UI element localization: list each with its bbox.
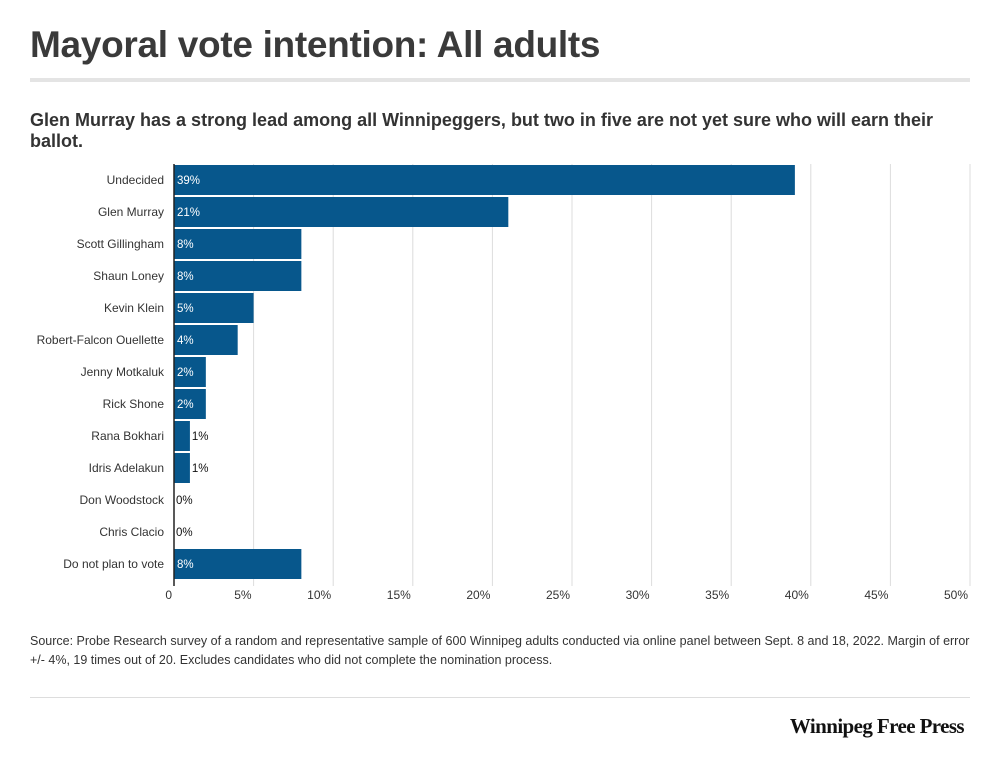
- value-label: 8%: [177, 239, 194, 251]
- x-tick-label: 25%: [546, 588, 570, 602]
- category-label: Scott Gillingham: [77, 237, 164, 251]
- value-label: 2%: [177, 367, 194, 379]
- bars: [174, 165, 795, 579]
- category-label: Robert-Falcon Ouellette: [37, 333, 165, 347]
- x-tick-label: 20%: [466, 588, 490, 602]
- title-divider: [30, 78, 970, 82]
- source-note: Source: Probe Research survey of a rando…: [30, 634, 970, 667]
- bar: [174, 453, 190, 483]
- category-label: Rana Bokhari: [91, 429, 164, 443]
- winnipeg-free-press-logo[interactable]: Winnipeg Free Press: [789, 714, 965, 738]
- x-tick-label: 45%: [864, 588, 888, 602]
- bar: [174, 165, 795, 195]
- bar: [174, 197, 509, 227]
- footer-divider: [30, 697, 970, 698]
- category-label: Do not plan to vote: [63, 557, 164, 571]
- bar: [174, 229, 302, 259]
- x-tick-label: 50%: [944, 588, 968, 602]
- chart-subtitle: Glen Murray has a strong lead among all …: [30, 110, 934, 151]
- value-label: 5%: [177, 303, 194, 315]
- value-label: 39%: [177, 175, 200, 187]
- category-label: Kevin Klein: [104, 301, 164, 315]
- bar: [174, 357, 206, 387]
- category-label: Idris Adelakun: [89, 461, 164, 475]
- x-axis-tick-labels: 0 5% 10% 15% 20% 25% 30% 35% 40% 45% 50%: [165, 588, 968, 602]
- value-label: 8%: [177, 559, 194, 571]
- category-label: Rick Shone: [103, 397, 165, 411]
- x-tick-label: 5%: [234, 588, 252, 602]
- value-label: 1%: [192, 463, 209, 475]
- category-label: Chris Clacio: [99, 525, 164, 539]
- value-labels: 39% 21% 8% 8% 5% 4% 2% 2% 1% 1% 0% 0% 8%: [176, 175, 209, 571]
- category-label: Glen Murray: [98, 205, 164, 219]
- bar: [174, 421, 190, 451]
- bar: [174, 549, 302, 579]
- category-label: Shaun Loney: [93, 269, 164, 283]
- x-tick-label: 35%: [705, 588, 729, 602]
- value-label: 8%: [177, 271, 194, 283]
- bar: [174, 325, 238, 355]
- value-label: 21%: [177, 207, 200, 219]
- value-label: 4%: [177, 335, 194, 347]
- category-label: Jenny Motkaluk: [81, 365, 165, 379]
- bar: [174, 261, 302, 291]
- value-label: 0%: [176, 527, 193, 539]
- category-labels: Undecided Glen Murray Scott Gillingham Shau…: [37, 173, 165, 571]
- x-tick-label: 10%: [307, 588, 331, 602]
- value-label: 2%: [177, 399, 194, 411]
- x-tick-label: 15%: [387, 588, 411, 602]
- x-tick-label: 0: [165, 588, 172, 602]
- category-label: Don Woodstock: [80, 493, 165, 507]
- value-label: 1%: [192, 431, 209, 443]
- bar: [174, 293, 254, 323]
- category-label: Undecided: [107, 173, 164, 187]
- chart-title: Mayoral vote intention: All adults: [30, 24, 601, 65]
- gridlines: [253, 164, 971, 586]
- x-tick-label: 30%: [626, 588, 650, 602]
- bar: [174, 389, 206, 419]
- value-label: 0%: [176, 495, 193, 507]
- x-tick-label: 40%: [785, 588, 809, 602]
- bar-chart: Undecided Glen Murray Scott Gillingham Shau…: [37, 164, 971, 602]
